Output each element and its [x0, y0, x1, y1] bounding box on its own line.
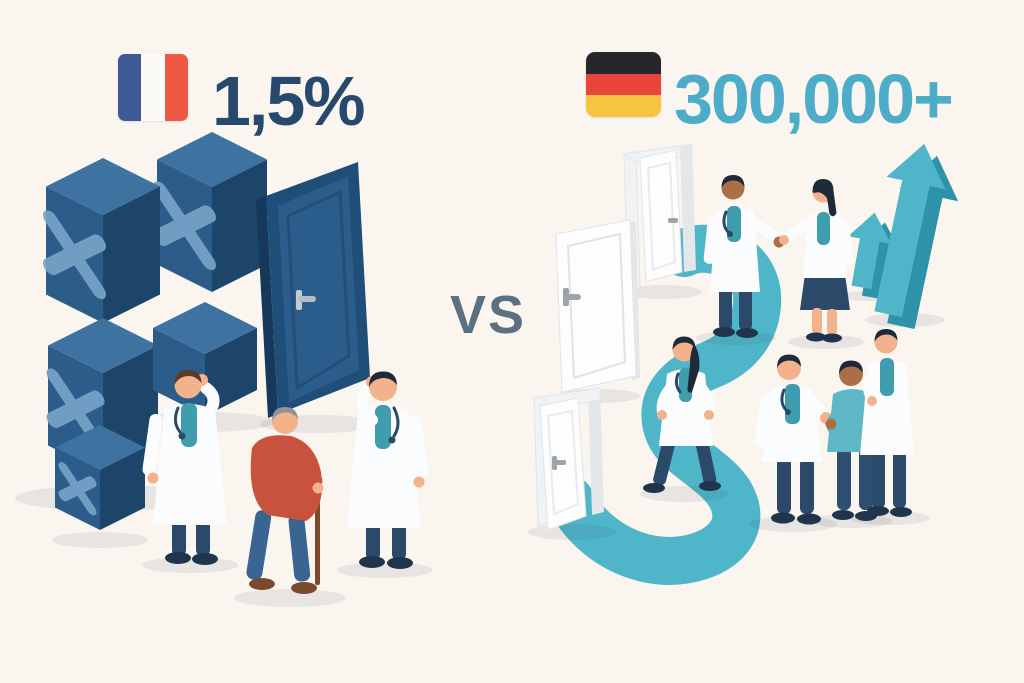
- doctor-handshake-left: [696, 175, 785, 345]
- supporting-doctor: [850, 329, 930, 525]
- open-door-bottom: [528, 387, 616, 540]
- closed-door-icon: [256, 162, 370, 418]
- france-flag-icon: [118, 54, 188, 121]
- door-handle-icon: [668, 218, 678, 223]
- france-stat-value: 1,5%: [212, 62, 366, 140]
- open-door-middle: [555, 219, 640, 403]
- x-mark-icon: [58, 462, 97, 516]
- cane-icon: [315, 490, 320, 585]
- growth-arrow-large: [874, 143, 959, 329]
- crossed-out-cubes-icon: [43, 132, 267, 530]
- x-mark-icon: [43, 210, 106, 300]
- x-mark-icon: [153, 181, 216, 271]
- doctor-greeting-patient: [749, 354, 837, 532]
- doctor-handshake-right: [779, 179, 864, 349]
- right-scene: [528, 143, 959, 585]
- vs-divider-label: VS: [449, 285, 527, 345]
- left-scene: [15, 132, 433, 607]
- germany-flag-icon: [586, 52, 661, 117]
- confused-doctor-left: [142, 370, 238, 573]
- germany-stat-value: 300,000+: [674, 60, 954, 138]
- walking-doctor: [640, 336, 728, 502]
- growth-arrows-icon: [842, 143, 959, 329]
- confused-doctor-right: [337, 371, 433, 578]
- elderly-patient-with-cane: [234, 407, 346, 607]
